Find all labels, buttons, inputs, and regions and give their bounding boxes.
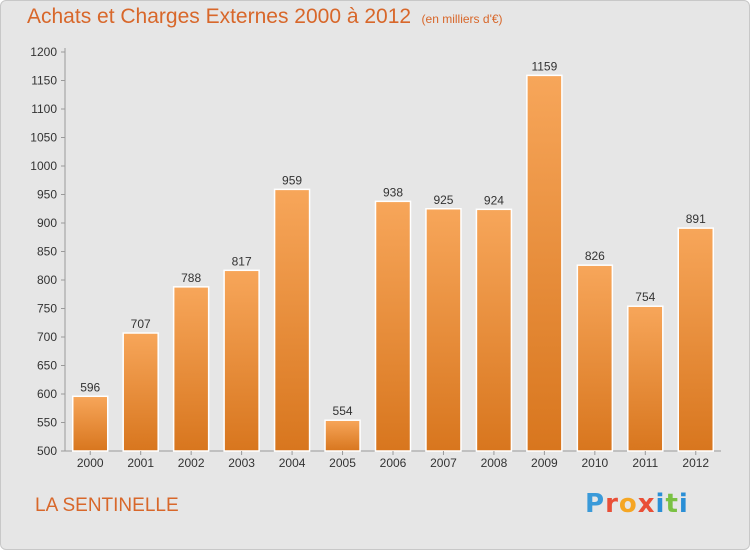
x-tick-label: 2007 [430, 456, 457, 470]
bar [526, 74, 563, 452]
data-label: 826 [585, 249, 605, 263]
data-label: 891 [686, 212, 706, 226]
bar [374, 200, 412, 452]
bar [273, 188, 311, 452]
x-tick-label: 2006 [380, 456, 407, 470]
x-tick-label: 2005 [329, 456, 356, 470]
data-label: 924 [484, 193, 504, 207]
bar [172, 286, 210, 452]
data-label: 959 [282, 173, 302, 187]
bar [576, 264, 614, 452]
y-tick-label: 600 [37, 387, 57, 401]
data-label: 817 [232, 254, 252, 268]
y-tick-label: 850 [37, 245, 57, 259]
y-tick-label: 1200 [30, 45, 57, 59]
y-tick-label: 1050 [30, 131, 57, 145]
data-label: 754 [635, 290, 655, 304]
logo-letter: r [605, 489, 619, 519]
commune-name: LA SENTINELLE [35, 495, 179, 516]
x-tick-label: 2001 [127, 456, 154, 470]
x-tick-label: 2003 [228, 456, 255, 470]
x-tick-label: 2010 [581, 456, 608, 470]
y-tick-label: 700 [37, 330, 57, 344]
chart-title: Achats et Charges Externes 2000 à 2012 (… [27, 5, 503, 29]
y-tick-label: 900 [37, 216, 57, 230]
bar [71, 395, 109, 452]
data-label: 707 [131, 317, 151, 331]
data-label: 554 [333, 404, 353, 418]
y-tick-label: 1000 [30, 159, 57, 173]
logo-letter: i [678, 489, 689, 519]
bar [475, 208, 513, 452]
y-tick-label: 650 [37, 359, 57, 373]
x-tick-label: 2004 [279, 456, 306, 470]
x-tick-label: 2012 [682, 456, 709, 470]
data-label: 938 [383, 185, 403, 199]
y-tick-label: 1150 [31, 74, 57, 88]
data-label: 788 [181, 271, 201, 285]
bar [425, 208, 462, 452]
x-tick-label: 2009 [531, 456, 558, 470]
logo-letter: P [585, 489, 606, 519]
y-tick-label: 500 [37, 444, 57, 458]
chart-title-main: Achats et Charges Externes 2000 à 2012 [27, 5, 412, 28]
y-tick-label: 800 [37, 273, 57, 287]
data-label: 925 [433, 193, 453, 207]
data-label: 1159 [531, 59, 557, 73]
chart-subtitle: (en milliers d'€) [421, 12, 503, 26]
x-tick-label: 2002 [178, 456, 205, 470]
y-tick-label: 950 [37, 188, 57, 202]
y-tick-label: 750 [37, 302, 57, 316]
bar [677, 227, 715, 452]
y-tick-label: 550 [37, 416, 57, 430]
bar [223, 269, 260, 452]
x-tick-label: 2000 [77, 456, 104, 470]
logo-letter: t [665, 489, 679, 519]
bar [122, 332, 159, 452]
data-label: 596 [80, 380, 100, 394]
proxiti-logo: Proxiti [585, 489, 689, 519]
x-tick-label: 2011 [632, 456, 658, 470]
logo-letter: o [618, 489, 638, 519]
y-tick-label: 1100 [31, 102, 57, 116]
logo-letter: x [637, 489, 656, 519]
bar [627, 305, 664, 452]
logo-letter: i [655, 489, 666, 519]
x-tick-label: 2008 [481, 456, 508, 470]
bar [324, 419, 361, 452]
